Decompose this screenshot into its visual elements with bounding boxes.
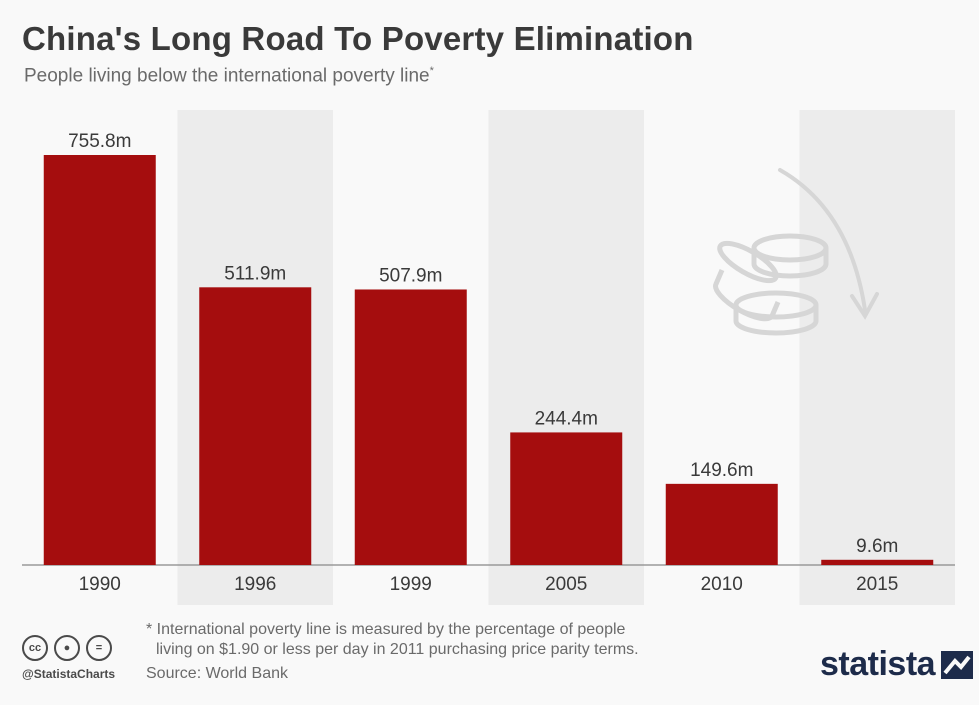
x-tick-2015: 2015 xyxy=(856,574,898,595)
footnote-line-1: * International poverty line is measured… xyxy=(146,621,626,638)
footnote-line-2: living on $1.90 or less per day in 2011 … xyxy=(156,641,639,658)
value-label-2010: 149.6m xyxy=(690,460,753,481)
bar-1990[interactable] xyxy=(43,155,156,565)
curved-arrow-down-icon xyxy=(778,168,879,320)
x-tick-2010: 2010 xyxy=(701,574,743,595)
value-label-1996: 511.9m xyxy=(224,263,286,284)
background-band-2015 xyxy=(799,110,955,605)
twitter-handle[interactable]: @StatistaCharts xyxy=(22,667,116,681)
decoration-group xyxy=(713,168,879,336)
coins-stack-icon xyxy=(713,233,829,336)
x-tick-1999: 1999 xyxy=(390,574,432,595)
subtitle-marker: * xyxy=(429,65,434,77)
bar-2005[interactable] xyxy=(510,432,623,565)
bars-group xyxy=(43,155,934,565)
license-icons: cc ● = xyxy=(22,635,112,661)
bar-2015[interactable] xyxy=(821,559,934,565)
source-note: Source: World Bank xyxy=(146,665,288,682)
person-icon[interactable]: ● xyxy=(54,635,80,661)
value-label-1990: 755.8m xyxy=(68,131,131,152)
cc-icon[interactable]: cc xyxy=(22,635,48,661)
value-label-1999: 507.9m xyxy=(379,265,442,286)
bar-1999[interactable] xyxy=(354,289,467,565)
chart-title: China's Long Road To Poverty Elimination xyxy=(22,20,694,57)
subtitle-text: People living below the international po… xyxy=(24,65,430,87)
equals-icon[interactable]: = xyxy=(86,635,112,661)
bar-1996[interactable] xyxy=(199,287,312,565)
bar-2010[interactable] xyxy=(665,483,778,565)
value-label-2015: 9.6m xyxy=(856,536,898,557)
x-tick-1990: 1990 xyxy=(79,574,121,595)
chart-subtitle: People living below the international po… xyxy=(24,65,434,87)
x-tick-2005: 2005 xyxy=(545,574,587,595)
footnote: * International poverty line is measured… xyxy=(146,620,639,660)
statista-logo[interactable]: statista xyxy=(820,645,974,684)
value-labels-group: 755.8m 511.9m 507.9m 244.4m 149.6m 9.6m xyxy=(68,131,898,557)
logo-text: statista xyxy=(820,645,936,683)
logo-mark-icon xyxy=(941,650,974,679)
value-label-2005: 244.4m xyxy=(535,408,598,429)
x-tick-labels-group: 1990 1996 1999 2005 2010 2015 xyxy=(79,574,899,595)
x-tick-1996: 1996 xyxy=(234,574,276,595)
